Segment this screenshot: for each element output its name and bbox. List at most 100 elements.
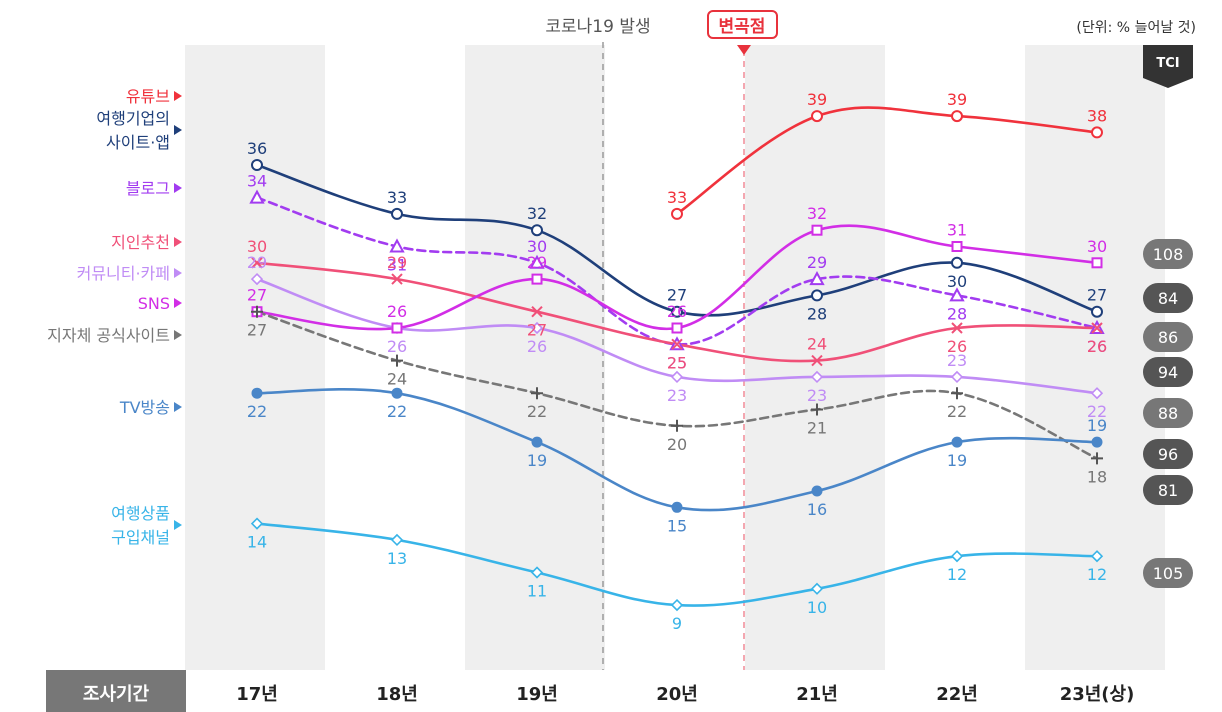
data-label: 39 [947, 90, 967, 109]
data-label: 36 [247, 139, 267, 158]
data-label: 14 [247, 533, 267, 552]
data-label: 26 [1087, 337, 1107, 356]
data-label: 25 [667, 353, 687, 372]
x-tick-label: 17년 [236, 684, 278, 705]
data-label: 29 [247, 253, 267, 272]
data-point [811, 224, 823, 236]
x-tick-label: 21년 [796, 684, 838, 705]
band-2 [465, 45, 605, 670]
x-tick-label: 23년(상) [1060, 684, 1135, 705]
annotation-lines [602, 42, 745, 670]
data-point [811, 289, 823, 302]
data-label: 30 [247, 237, 267, 256]
data-point [251, 305, 263, 318]
series-line-youtube [675, 106, 1099, 216]
data-point [671, 501, 683, 513]
data-point [531, 224, 543, 237]
data-point [950, 550, 964, 563]
data-point [811, 354, 823, 367]
data-label: 28 [947, 304, 967, 323]
data-label: 29 [387, 253, 407, 272]
data-label: 38 [1087, 106, 1107, 125]
data-label: 10 [807, 598, 827, 617]
data-point [671, 322, 683, 334]
legend-arrow-icon [174, 298, 182, 308]
data-label: 12 [947, 565, 967, 584]
legend-label: 커뮤니티·카페 [77, 264, 170, 283]
series-points [249, 110, 1105, 612]
legend-arrow-icon [174, 91, 182, 101]
data-label: 26 [1087, 337, 1107, 356]
corona-label: 코로나19 발생 [545, 17, 650, 37]
tci-badge [1143, 322, 1193, 352]
data-label: 34 [247, 172, 267, 191]
inflection-label: 변곡점 [719, 17, 766, 37]
data-point [1090, 387, 1104, 400]
data-label: 22 [1087, 402, 1107, 421]
x-tick-label: 19년 [516, 684, 558, 705]
x-tick-label: 18년 [376, 684, 418, 705]
data-point [810, 582, 824, 595]
data-label: 27 [667, 286, 687, 305]
data-point [249, 189, 265, 204]
data-label: 15 [667, 516, 687, 535]
data-label: 29 [807, 253, 827, 272]
tci-value: 105 [1153, 564, 1184, 583]
data-label: 30 [527, 237, 547, 256]
data-label: 23 [667, 386, 687, 405]
legend-label: 지자체 공식사이트 [47, 326, 170, 345]
data-label: 28 [807, 304, 827, 323]
legend-label: SNS [138, 294, 170, 313]
tci-value: 81 [1158, 481, 1178, 500]
series-line-shopping [255, 522, 1099, 607]
legend-label: 구입채널 [111, 528, 170, 547]
year-bands [185, 45, 1165, 670]
data-point [391, 387, 403, 399]
legend-label: 여행기업의 [96, 109, 170, 128]
data-label: 22 [247, 402, 267, 421]
data-point [671, 207, 683, 220]
data-label: 26 [527, 337, 547, 356]
data-label: 20 [667, 435, 687, 454]
data-label: 16 [807, 500, 827, 519]
data-point [950, 370, 964, 384]
legend-arrow-icon [174, 520, 182, 530]
tci-badge [1143, 357, 1193, 387]
tci-badge [1143, 239, 1193, 269]
tci-badge-shape [1143, 45, 1193, 88]
data-label: 26 [667, 302, 687, 321]
data-point [250, 517, 264, 530]
data-point [671, 338, 683, 351]
data-label: 19 [1087, 416, 1107, 435]
data-label: 18 [1087, 467, 1107, 486]
data-label: 31 [947, 221, 967, 240]
data-label: 26 [947, 337, 967, 356]
data-point [530, 321, 544, 335]
data-point [1090, 550, 1104, 563]
data-point [811, 403, 823, 416]
data-point [949, 287, 965, 302]
legend-label: 지인추천 [111, 233, 170, 252]
data-point [951, 387, 963, 400]
legend-arrow-icon [174, 183, 182, 193]
data-label: 31 [387, 256, 407, 275]
data-point [391, 207, 403, 220]
inflection-arrow [737, 45, 751, 55]
data-point [250, 272, 264, 286]
tci-label: TCI [1156, 56, 1179, 71]
data-point [251, 257, 263, 269]
data-label: 19 [947, 451, 967, 470]
data-point [531, 273, 543, 285]
band-0 [185, 45, 325, 670]
data-label: 23 [947, 351, 967, 370]
data-point [389, 238, 405, 253]
data-label: 32 [527, 204, 547, 223]
data-point [390, 533, 404, 547]
data-point [951, 322, 963, 334]
period-label: 조사기간 [83, 684, 150, 705]
inflection-box [707, 10, 778, 39]
data-label: 24 [807, 335, 827, 354]
period-bg [46, 670, 186, 712]
x-axis-ticks: 17년 18년 19년 20년 21년 22년 23년(상) [236, 684, 1134, 705]
